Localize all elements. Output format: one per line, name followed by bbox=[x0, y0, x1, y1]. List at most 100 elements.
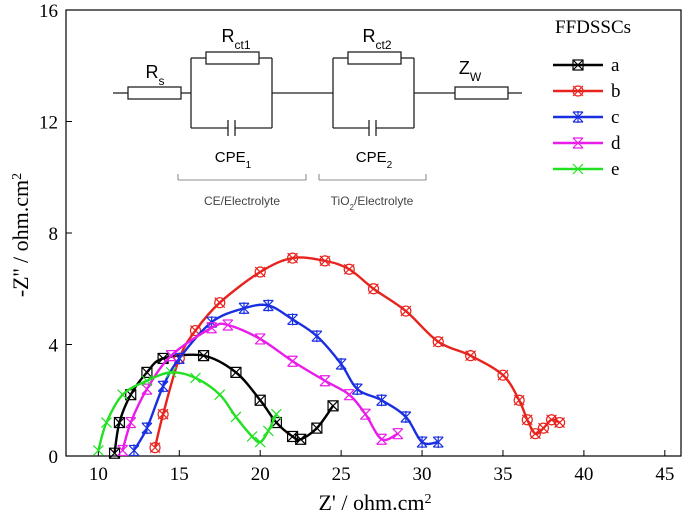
group2-label-sub: 2 bbox=[350, 203, 355, 212]
marker-cross bbox=[400, 410, 412, 423]
x-tick-label: 25 bbox=[332, 464, 351, 485]
marker-box bbox=[572, 59, 584, 71]
marker bbox=[165, 366, 177, 378]
marker-circle bbox=[521, 414, 533, 426]
marker bbox=[376, 394, 388, 407]
x-tick-label: 45 bbox=[655, 464, 674, 485]
marker-cross bbox=[351, 383, 363, 396]
rct1-label: Rct1 bbox=[221, 26, 250, 52]
marker bbox=[113, 416, 126, 429]
marker-cross bbox=[400, 305, 412, 317]
marker-cross bbox=[128, 444, 140, 457]
rct2-label-base: R bbox=[362, 26, 375, 46]
marker-circle bbox=[529, 428, 541, 440]
marker-circle bbox=[286, 252, 299, 264]
marker-cross bbox=[214, 297, 226, 309]
marker bbox=[230, 411, 242, 423]
marker bbox=[465, 350, 477, 362]
marker-cross bbox=[376, 433, 388, 445]
marker-cross bbox=[230, 411, 242, 423]
marker bbox=[92, 445, 104, 456]
cpe2-label-sub: 2 bbox=[387, 160, 393, 171]
marker bbox=[343, 263, 355, 275]
marker bbox=[400, 410, 412, 423]
marker-cross bbox=[513, 394, 525, 406]
marker bbox=[141, 366, 153, 378]
marker-cross bbox=[572, 111, 584, 123]
marker-cross bbox=[554, 417, 566, 428]
x-axis-label: Z' / ohm.cm2 bbox=[318, 490, 431, 515]
marker bbox=[311, 330, 323, 343]
marker-cross bbox=[254, 394, 266, 406]
marker-circle bbox=[343, 263, 355, 275]
marker bbox=[270, 408, 282, 420]
circuit bbox=[113, 51, 522, 136]
marker-cross bbox=[109, 447, 120, 459]
marker-cross bbox=[198, 350, 209, 362]
marker bbox=[141, 422, 153, 435]
marker-cross bbox=[141, 422, 153, 435]
rct2-label-sub: ct2 bbox=[375, 38, 391, 52]
marker-cross bbox=[497, 369, 509, 381]
marker-box bbox=[327, 400, 339, 412]
marker-cross bbox=[311, 330, 323, 343]
marker-circle bbox=[189, 324, 202, 337]
marker bbox=[416, 436, 428, 449]
marker-cross bbox=[335, 358, 347, 371]
marker bbox=[254, 436, 266, 448]
x-tick-label: 10 bbox=[89, 464, 108, 485]
marker-cross bbox=[432, 336, 444, 348]
marker-cross bbox=[190, 372, 201, 384]
marker bbox=[141, 375, 153, 387]
marker-cross bbox=[368, 283, 379, 295]
marker bbox=[335, 358, 347, 371]
group2-label-base: TiO bbox=[331, 194, 350, 208]
marker-cross bbox=[521, 414, 533, 426]
marker-cross bbox=[141, 375, 153, 387]
marker-cross bbox=[165, 366, 177, 378]
marker-cross bbox=[572, 137, 584, 149]
marker-circle bbox=[513, 394, 525, 406]
marker bbox=[327, 400, 339, 412]
marker bbox=[246, 431, 258, 442]
marker-cross bbox=[141, 366, 153, 378]
legend-label: b bbox=[611, 81, 621, 102]
marker bbox=[351, 383, 363, 396]
rct2-label: Rct2 bbox=[362, 26, 391, 52]
series-line bbox=[132, 303, 439, 452]
marker-circle bbox=[572, 85, 584, 97]
marker bbox=[101, 417, 112, 428]
marker-cross bbox=[572, 163, 584, 175]
brackets bbox=[177, 174, 427, 181]
marker-cross bbox=[311, 422, 323, 434]
marker bbox=[287, 355, 299, 367]
marker-cross bbox=[572, 59, 584, 71]
marker-box bbox=[113, 416, 126, 429]
cpe1-label-sub: 1 bbox=[246, 160, 252, 171]
marker bbox=[254, 333, 266, 345]
marker bbox=[125, 416, 137, 429]
marker bbox=[157, 408, 169, 420]
marker bbox=[157, 380, 169, 393]
marker bbox=[230, 366, 242, 378]
zw-label-sub: W bbox=[470, 70, 482, 84]
rs-label-base: R bbox=[146, 62, 159, 82]
marker-cross bbox=[376, 394, 388, 407]
marker-circle bbox=[367, 283, 380, 295]
marker bbox=[117, 444, 129, 457]
marker-cross bbox=[173, 352, 185, 365]
marker-box bbox=[197, 350, 210, 362]
marker bbox=[117, 389, 129, 401]
x-tick-label: 20 bbox=[251, 464, 270, 485]
marker-box bbox=[311, 422, 323, 434]
rct1-label-base: R bbox=[221, 26, 234, 46]
marker-box bbox=[230, 366, 242, 378]
marker bbox=[206, 322, 218, 334]
marker-cross bbox=[246, 431, 258, 442]
marker bbox=[319, 255, 331, 267]
rs-label: Rs bbox=[146, 62, 165, 88]
marker bbox=[214, 297, 226, 309]
marker bbox=[286, 252, 299, 264]
marker-cross bbox=[222, 319, 234, 331]
